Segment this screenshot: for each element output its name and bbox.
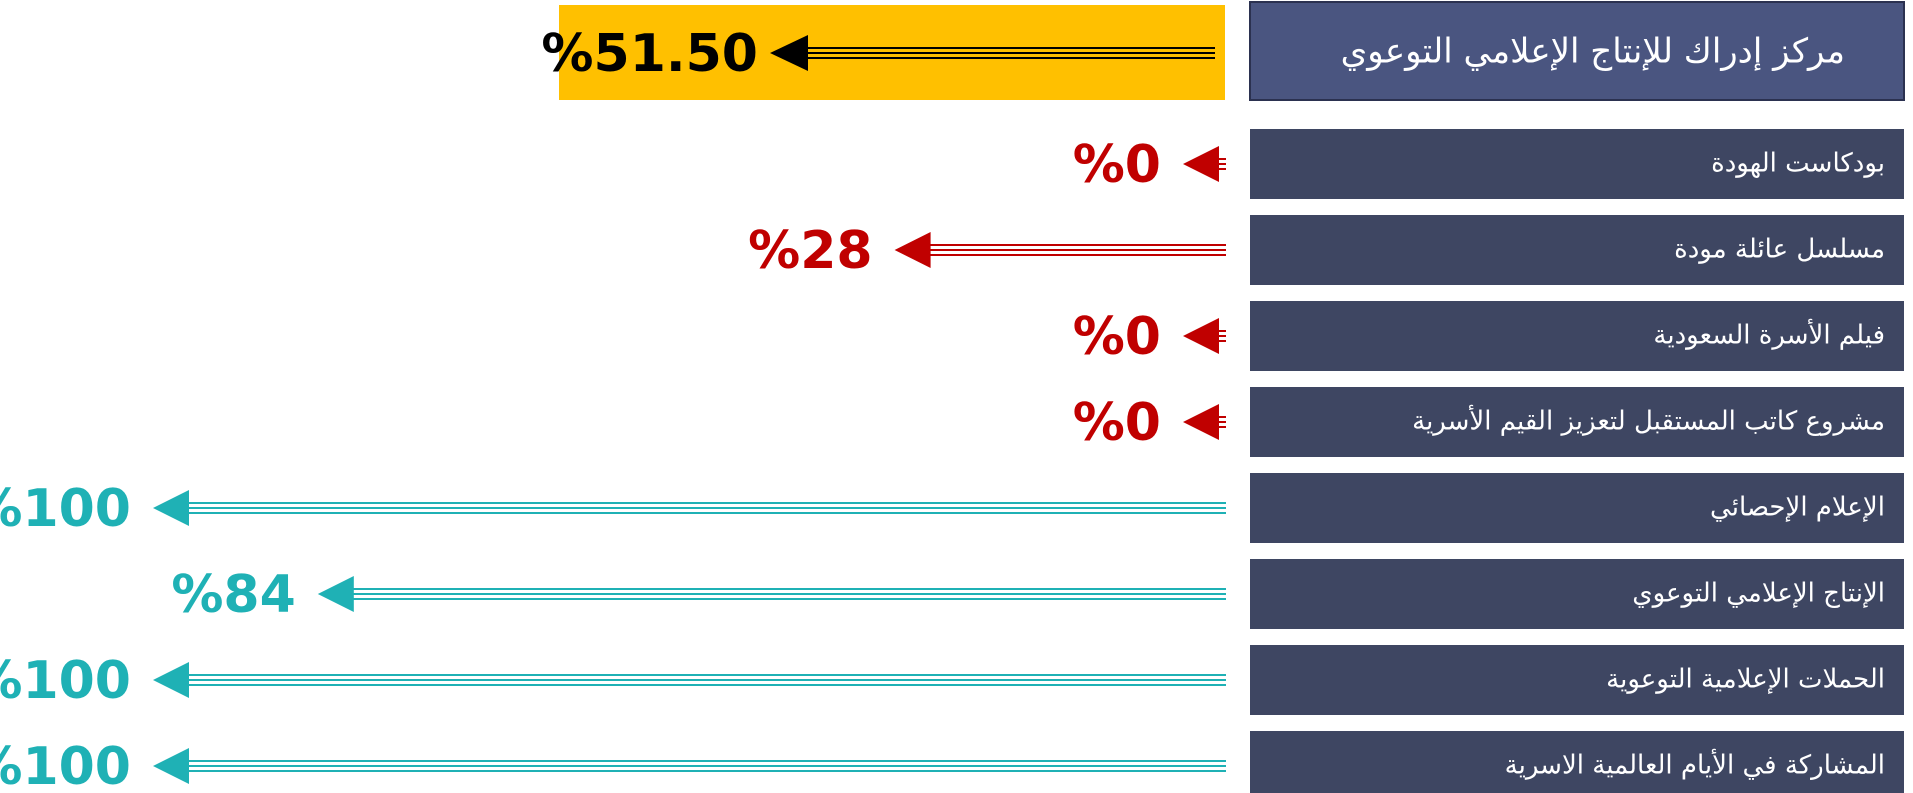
title-value-arrow	[770, 35, 1215, 71]
value-arrow	[317, 576, 1226, 612]
label-box	[1250, 731, 1904, 793]
arrow-head	[1183, 318, 1219, 354]
value-arrow	[153, 490, 1226, 526]
value-label: %0	[1073, 307, 1161, 367]
value-arrow	[1183, 318, 1226, 354]
category-label: الإنتاج الإعلامي التوعوي	[1632, 579, 1885, 609]
value-label: %100	[0, 651, 131, 711]
value-arrow	[1183, 404, 1226, 440]
category-label: الحملات الإعلامية التوعوية	[1606, 665, 1885, 695]
arrow-head	[894, 232, 931, 268]
value-label: %84	[171, 565, 295, 625]
label-box	[1250, 215, 1904, 285]
arrow-head	[153, 748, 189, 784]
value-arrow	[894, 232, 1226, 268]
category-label: بودكاست الهودة	[1711, 149, 1885, 179]
title-value-label: %51.50	[541, 24, 758, 84]
category-label: فيلم الأسرة السعودية	[1653, 318, 1885, 351]
value-arrow	[153, 748, 1226, 784]
arrow-head	[153, 490, 189, 526]
category-label: المشاركة في الأيام العالمية الاسرية	[1505, 748, 1885, 781]
category-label: مشروع كاتب المستقبل لتعزيز القيم الأسرية	[1412, 404, 1885, 437]
value-label: %100	[0, 737, 131, 793]
value-label: %0	[1073, 393, 1161, 453]
label-box	[1250, 473, 1904, 543]
category-label: مسلسل عائلة مودة	[1674, 235, 1885, 265]
category-label: الإعلام الإحصائي	[1710, 493, 1885, 523]
arrow-head	[770, 35, 808, 71]
label-box	[1250, 559, 1904, 629]
arrow-head	[1183, 404, 1219, 440]
value-label: %28	[748, 221, 872, 281]
value-label: %0	[1073, 135, 1161, 195]
arrow-head	[153, 662, 189, 698]
value-label: %100	[0, 479, 131, 539]
label-box	[1250, 645, 1904, 715]
header-box	[1249, 1, 1905, 101]
label-box	[1250, 129, 1904, 199]
value-arrow	[1183, 146, 1226, 182]
value-arrow	[153, 662, 1226, 698]
label-box	[1250, 387, 1904, 457]
label-box	[1250, 301, 1904, 371]
chart-title: مركز إدراك للإنتاج الإعلامي التوعوي	[1341, 32, 1845, 72]
arrow-head	[317, 576, 354, 612]
arrow-head	[1183, 146, 1219, 182]
